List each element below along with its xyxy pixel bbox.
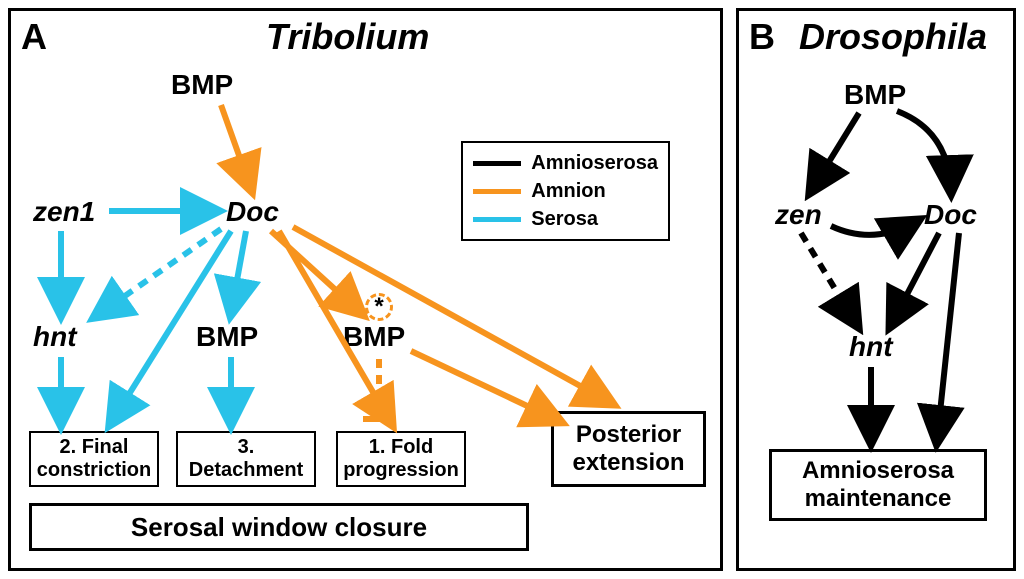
legend-line-black bbox=[473, 161, 521, 166]
node-doc: Doc bbox=[226, 196, 279, 228]
outcome-detachment: 3. Detachment bbox=[176, 431, 316, 487]
node-bmp-left: BMP bbox=[196, 321, 258, 353]
legend-line-orange bbox=[473, 189, 521, 194]
outcome-fold-progression: 1. Fold progression bbox=[336, 431, 466, 487]
arrows-panel-a bbox=[11, 11, 726, 574]
node-b-zen: zen bbox=[775, 199, 822, 231]
node-zen1: zen1 bbox=[33, 196, 95, 228]
outcome-final-constriction: 2. Final constriction bbox=[29, 431, 159, 487]
node-b-doc: Doc bbox=[924, 199, 977, 231]
legend-amnion: Amnion bbox=[473, 177, 658, 205]
panel-drosophila: B Drosophila BMP zen Doc hnt Amnioserosa… bbox=[736, 8, 1016, 571]
legend-serosa: Serosa bbox=[473, 205, 658, 233]
panel-a-label: A bbox=[21, 16, 47, 58]
legend: Amnioserosa Amnion Serosa bbox=[461, 141, 670, 241]
node-bmp-right: BMP bbox=[343, 321, 405, 353]
outcome-serosal-window: Serosal window closure bbox=[29, 503, 529, 551]
node-bmp-top: BMP bbox=[171, 69, 233, 101]
panel-b-title: Drosophila bbox=[799, 16, 987, 58]
outcome-amnioserosa: Amnioserosa maintenance bbox=[769, 449, 987, 521]
legend-amnioserosa: Amnioserosa bbox=[473, 149, 658, 177]
node-b-hnt: hnt bbox=[849, 331, 893, 363]
panel-tribolium: A Tribolium BMP zen1 Doc hnt BMP BMP * A… bbox=[8, 8, 723, 571]
asterisk-marker: * bbox=[365, 293, 393, 321]
panel-b-label: B bbox=[749, 16, 775, 58]
legend-line-cyan bbox=[473, 217, 521, 222]
node-hnt: hnt bbox=[33, 321, 77, 353]
outcome-posterior-extension: Posterior extension bbox=[551, 411, 706, 487]
node-b-bmp: BMP bbox=[844, 79, 906, 111]
panel-a-title: Tribolium bbox=[266, 16, 429, 58]
